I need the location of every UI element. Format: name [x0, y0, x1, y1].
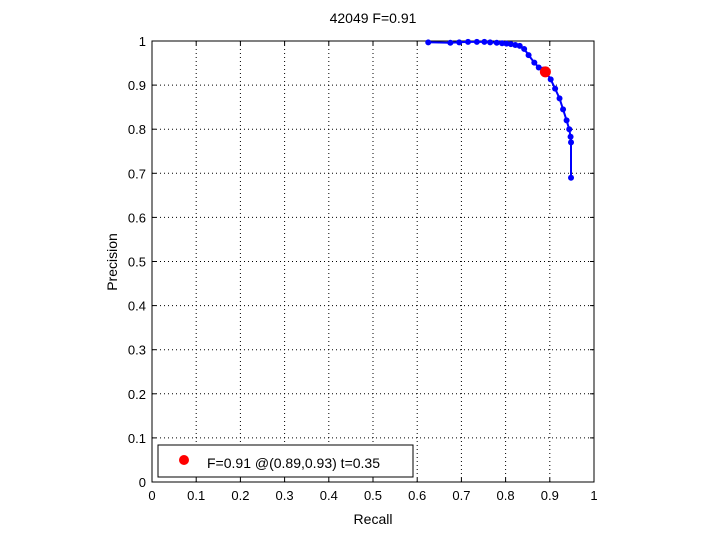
y-tick-label: 0.2: [128, 387, 146, 402]
legend-marker: [179, 455, 189, 465]
pr-curve-point: [567, 133, 574, 140]
y-tick-label: 0: [139, 475, 146, 490]
pr-curve-point: [487, 39, 494, 46]
pr-curve-point: [473, 38, 480, 45]
grid: [152, 41, 594, 482]
y-tick-label: 0.7: [128, 166, 146, 181]
pr-curve-point: [456, 39, 463, 46]
pr-curve-point: [563, 117, 570, 124]
x-tick-label: 0.7: [452, 488, 470, 503]
pr-curve-point: [535, 64, 542, 71]
pr-curve-point: [556, 95, 563, 102]
pr-curve-point: [499, 40, 506, 47]
pr-curve-point: [516, 42, 523, 49]
best-f-point: [539, 66, 551, 78]
pr-curve-point: [560, 106, 567, 113]
y-tick-label: 0.3: [128, 343, 146, 358]
pr-curve-point: [568, 139, 575, 146]
x-tick-label: 0.6: [408, 488, 426, 503]
y-tick-label: 0.8: [128, 122, 146, 137]
pr-curve-point: [521, 45, 528, 52]
pr-curve-point: [447, 39, 454, 46]
y-axis-label: Precision: [104, 233, 120, 291]
x-tick-label: 0.9: [541, 488, 559, 503]
pr-curve-point: [465, 38, 472, 45]
y-tick-label: 0.4: [128, 299, 146, 314]
x-tick-label: 0.8: [497, 488, 515, 503]
pr-curve-line: [428, 40, 572, 178]
y-tick-label: 0.1: [128, 431, 146, 446]
legend: F=0.91 @(0.89,0.93) t=0.35: [157, 444, 414, 478]
pr-curve-point: [425, 39, 432, 46]
chart-title: 42049 F=0.91: [330, 10, 417, 26]
y-tick-label: 0.6: [128, 210, 146, 225]
pr-curve-point: [493, 39, 500, 46]
pr-curve-point: [481, 38, 488, 45]
pr-curve-point: [531, 59, 538, 66]
pr-curve-point: [547, 76, 554, 83]
pr-curve-point: [552, 85, 559, 92]
x-tick-label: 0.5: [364, 488, 382, 503]
x-tick-label: 0.2: [231, 488, 249, 503]
pr-curve-point: [503, 40, 510, 47]
y-tick-label: 0.5: [128, 255, 146, 270]
x-tick-label: 0.1: [187, 488, 205, 503]
x-tick-label: 0: [148, 488, 155, 503]
pr-curve-point: [566, 126, 573, 133]
x-tick-label: 0.3: [276, 488, 294, 503]
ticks: 0 0.1 0.2 0.3 0.4 0.5 0.6 0.7 0.8 0.9 1 0 0.1 0.2 0.3 0…: [128, 34, 598, 503]
pr-curve-point: [525, 52, 532, 59]
x-tick-label: 0.4: [320, 488, 338, 503]
legend-text: F=0.91 @(0.89,0.93) t=0.35: [207, 455, 380, 471]
x-tick-label: 1: [590, 488, 597, 503]
y-tick-label: 0.9: [128, 78, 146, 93]
legend-box: [157, 444, 414, 478]
y-tick-label: 1: [139, 34, 146, 49]
x-axis-label: Recall: [354, 511, 393, 527]
pr-curve-point: [568, 174, 575, 181]
series: [425, 38, 575, 181]
